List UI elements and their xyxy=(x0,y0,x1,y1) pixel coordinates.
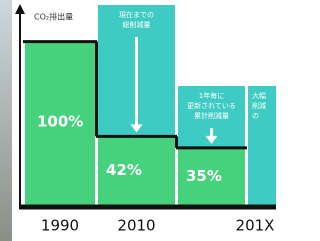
annotation-text: 累計削減量 xyxy=(194,111,229,120)
y-axis-arrow xyxy=(15,4,25,14)
value-label: 42% xyxy=(106,161,142,179)
annotation-text: 現在までの xyxy=(119,10,154,19)
annotation-text: 更新されている xyxy=(187,101,236,110)
annotation-text: 大幅 xyxy=(252,91,266,100)
annotation-text: 削減 xyxy=(252,101,266,110)
annotation-text: 1年毎に xyxy=(199,91,224,100)
annotation-text: 総削減量 xyxy=(123,20,151,29)
photo-strip xyxy=(0,0,12,241)
x-tick-label: 201X xyxy=(236,217,275,235)
annotation-text: の xyxy=(252,112,259,120)
page: {"chart_data":{"type":"bar","y_label":"C… xyxy=(0,0,276,241)
y-axis-label: CO₂排出量 xyxy=(34,12,73,22)
value-label: 35% xyxy=(186,167,222,185)
x-tick-label: 2010 xyxy=(117,217,155,235)
x-tick-label: 1990 xyxy=(41,217,79,235)
value-label: 100% xyxy=(37,113,83,131)
